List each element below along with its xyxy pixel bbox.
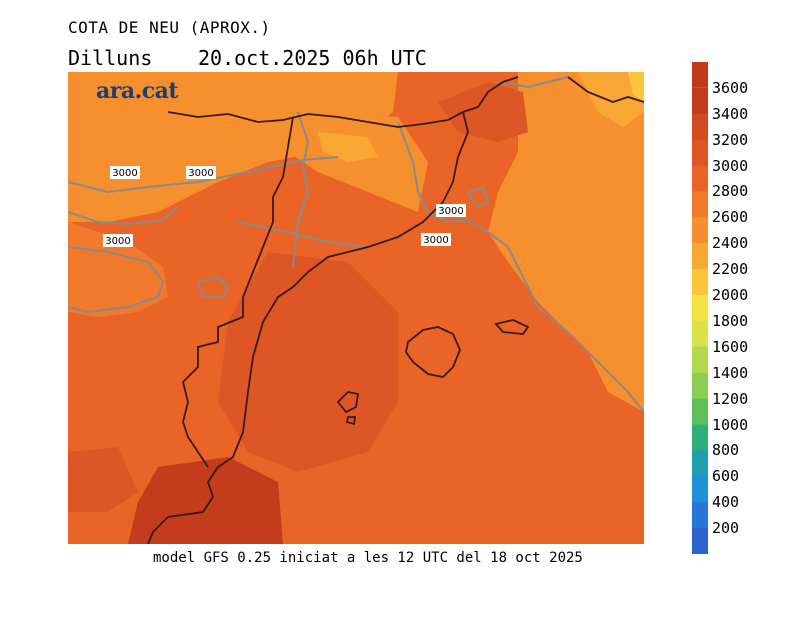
colorbar-label: 1200 xyxy=(712,389,749,408)
field-yellow-patch xyxy=(318,132,378,162)
colorbar-band xyxy=(692,424,708,451)
border-line-6 xyxy=(237,221,369,248)
contour-label-3: 3000 xyxy=(105,236,130,247)
colorbar-band xyxy=(692,62,708,88)
colorbar-label: 1800 xyxy=(712,311,749,330)
contour-label-bg xyxy=(103,234,133,247)
colorbar-label: 600 xyxy=(712,467,740,486)
field-darker-w xyxy=(68,447,138,512)
colorbar-label: 3600 xyxy=(712,78,749,97)
spanish-coastline xyxy=(147,111,469,545)
border-line-3 xyxy=(292,111,310,268)
border-loop-2 xyxy=(466,185,490,209)
contour-labels: 3000 3000 3000 3000 3000 xyxy=(103,166,466,247)
colorbar-band xyxy=(692,450,708,477)
colorbar-label: 2000 xyxy=(712,286,749,305)
colorbar-labels: 3600 3400 3200 3000 2800 2600 2400 2200 2000 1800… xyxy=(712,0,792,617)
colorbar-label: 2600 xyxy=(712,208,749,227)
forecast-day: Dilluns xyxy=(68,46,153,70)
colorbar-band xyxy=(692,165,708,192)
french-coast xyxy=(567,76,645,103)
colorbar-gradient xyxy=(692,62,708,555)
ara-cat-logo[interactable]: ara.cat xyxy=(96,78,179,104)
border-line-2 xyxy=(67,206,179,226)
colorbar-band xyxy=(692,528,708,555)
contour-label-bg xyxy=(436,204,466,217)
colorbar-band xyxy=(692,139,708,167)
colorbar-band xyxy=(692,372,708,400)
field-darker-ne xyxy=(438,82,528,142)
region-borders xyxy=(67,76,645,413)
border-loop-1 xyxy=(196,275,230,298)
colorbar-band xyxy=(692,476,708,503)
inland-border xyxy=(182,116,294,468)
pyrenees-border xyxy=(167,76,519,128)
border-line-1 xyxy=(67,156,339,194)
snow-level-map: 3000 3000 3000 3000 3000 ara.cat xyxy=(67,72,645,545)
border-line-5 xyxy=(67,246,165,314)
colorbar-band xyxy=(692,87,708,115)
map-canvas: 3000 3000 3000 3000 3000 xyxy=(67,72,645,545)
colorbar-label: 3400 xyxy=(712,104,749,123)
colorbar-label: 2800 xyxy=(712,182,749,201)
menorca-coast xyxy=(494,319,530,335)
colorbar-label: 2400 xyxy=(712,234,749,253)
colorbar-band xyxy=(692,113,708,141)
colorbar-band xyxy=(692,502,708,529)
colorbar-band xyxy=(692,243,708,270)
field-darkest-sw xyxy=(128,457,283,544)
forecast-date: 20.oct.2025 06h UTC xyxy=(198,46,427,70)
colorbar-band xyxy=(692,269,708,296)
map-title: COTA DE NEU (APROX.) xyxy=(68,18,271,37)
contour-label-5: 3000 xyxy=(423,235,448,246)
colorbar-label: 400 xyxy=(712,493,740,512)
field-mid-west xyxy=(68,222,168,317)
contour-label-bg xyxy=(110,166,140,179)
forecast-time: Dilluns 20.oct.2025 06h UTC xyxy=(68,46,427,70)
contour-label-1: 3000 xyxy=(112,168,137,179)
formentera-coast xyxy=(345,416,357,426)
field-lighter-nw xyxy=(68,72,398,222)
colorbar-band xyxy=(692,346,708,374)
border-line-4 xyxy=(397,121,645,413)
ibiza-coast xyxy=(336,391,360,414)
colorbar-label: 1000 xyxy=(712,415,749,434)
colorbar-label: 1600 xyxy=(712,337,749,356)
mallorca-coast xyxy=(405,326,461,378)
coastlines xyxy=(147,76,645,545)
model-info: model GFS 0.25 iniciat a les 12 UTC del … xyxy=(153,550,583,566)
field-yellow-ne xyxy=(578,72,644,127)
colorbar-label: 200 xyxy=(712,519,740,538)
colorbar-band xyxy=(692,191,708,218)
border-line-7 xyxy=(497,76,569,89)
contour-label-bg xyxy=(186,166,216,179)
colorbar-band xyxy=(692,398,708,426)
colorbar-band xyxy=(692,320,708,348)
contour-label-bg xyxy=(421,233,451,246)
colorbar-label: 3200 xyxy=(712,130,749,149)
contour-label-2: 3000 xyxy=(188,168,213,179)
field-yellow-corner xyxy=(628,72,644,102)
colorbar-label: 2200 xyxy=(712,260,749,279)
colorbar-band xyxy=(692,217,708,244)
field-lighter-east xyxy=(488,72,644,412)
colorbar-band xyxy=(692,295,708,322)
colorbar-label: 800 xyxy=(712,441,740,460)
colorbar-label: 1400 xyxy=(712,363,749,382)
colorbar xyxy=(692,62,708,555)
contour-label-4: 3000 xyxy=(438,206,463,217)
colorbar-label: 3000 xyxy=(712,156,749,175)
